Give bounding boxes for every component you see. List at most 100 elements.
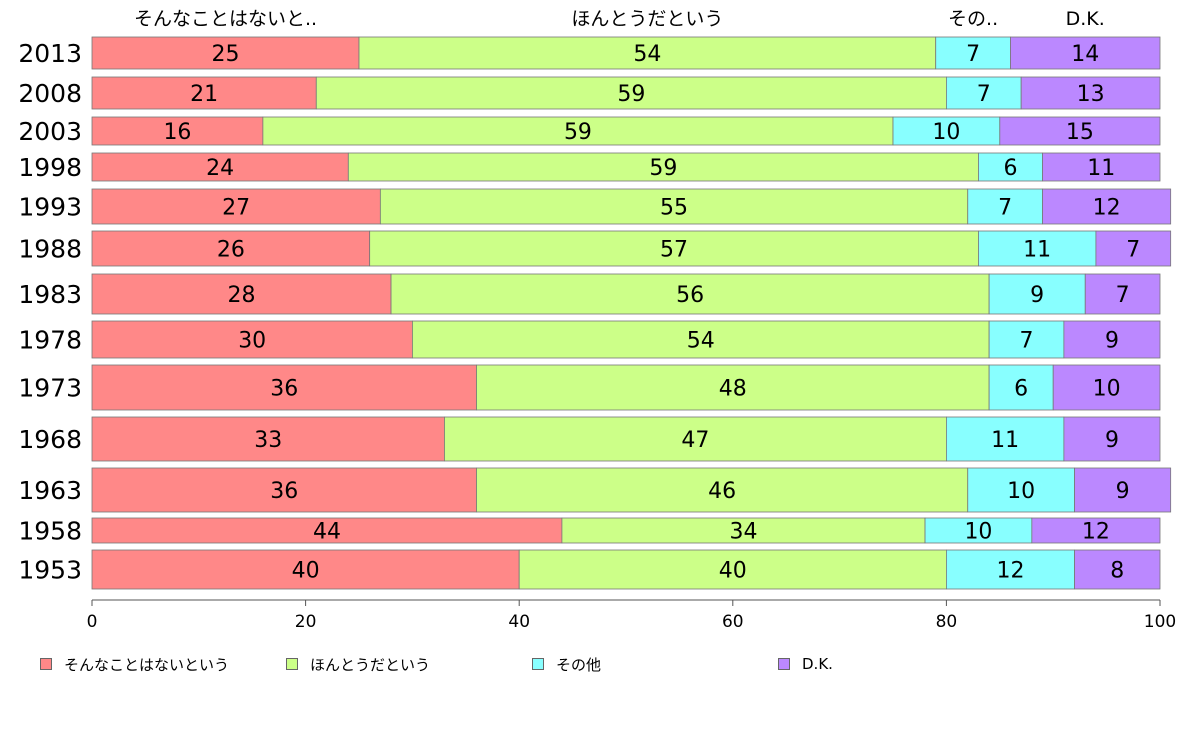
bar-segment [91, 230, 371, 267]
data-label: 40 [292, 559, 320, 584]
bar-segment [91, 152, 349, 182]
bar-segment [262, 116, 894, 146]
bar-segment [1074, 549, 1161, 590]
data-label: 24 [206, 156, 234, 181]
bar-segment [91, 549, 520, 590]
legend-swatch-3 [778, 658, 790, 670]
category-label: 1963 [18, 476, 82, 505]
data-label: 36 [270, 479, 298, 504]
bar-segment [518, 549, 947, 590]
x-tick-label: 20 [295, 612, 317, 632]
bar-segment [91, 273, 392, 315]
bar-segment [1042, 152, 1161, 182]
data-label: 12 [1082, 520, 1110, 545]
bar-segment [1063, 320, 1161, 359]
bar-segment [1063, 416, 1161, 462]
bar-segment [561, 517, 926, 544]
data-label: 28 [228, 283, 256, 308]
bar-segment [967, 467, 1075, 513]
category-label: 1998 [18, 153, 82, 182]
category-label: 1978 [18, 326, 82, 355]
legend-label-3: D.K. [802, 655, 833, 673]
data-label: 6 [1003, 156, 1017, 181]
data-label: 59 [564, 120, 592, 145]
data-label: 11 [991, 428, 1019, 453]
data-label: 14 [1071, 42, 1099, 67]
data-label: 40 [719, 559, 747, 584]
data-label: 26 [217, 238, 245, 263]
bar-segment [91, 467, 477, 513]
x-tick-label: 60 [722, 612, 744, 632]
bar-segment [444, 416, 947, 462]
data-label: 59 [649, 156, 677, 181]
data-label: 8 [1110, 559, 1124, 584]
bar-segment [1031, 517, 1161, 544]
bar-segment [978, 230, 1097, 267]
bar-segment [946, 549, 1075, 590]
data-label: 10 [1093, 377, 1121, 402]
data-label: 11 [1087, 156, 1115, 181]
legend-item-3: D.K. [778, 652, 833, 676]
bar-segment [91, 36, 360, 70]
data-label: 10 [1007, 479, 1035, 504]
category-label: 2003 [18, 117, 82, 146]
category-label: 1988 [18, 235, 82, 264]
bar-segment [988, 320, 1065, 359]
bar-segment [91, 517, 563, 544]
data-label: 9 [1105, 329, 1119, 354]
data-label: 7 [1116, 283, 1130, 308]
bar-segment [91, 76, 317, 110]
bar-segment [924, 517, 1033, 544]
data-label: 36 [270, 377, 298, 402]
bar-segment [1052, 364, 1161, 411]
data-label: 9 [1030, 283, 1044, 308]
series-header: その.. [948, 8, 998, 30]
bar-segment [379, 188, 969, 225]
data-label: 6 [1014, 377, 1028, 402]
bar-segment [1042, 188, 1172, 225]
data-label: 7 [1020, 329, 1034, 354]
bar-segment [91, 416, 445, 462]
bar-segment [988, 273, 1086, 315]
x-tick-label: 80 [936, 612, 958, 632]
category-label: 1983 [18, 280, 82, 309]
data-label: 27 [222, 196, 250, 221]
data-label: 12 [1093, 196, 1121, 221]
bar-segment [347, 152, 979, 182]
bar-segment [476, 467, 969, 513]
x-tick-label: 100 [1144, 612, 1176, 632]
legend-label-2: その他 [556, 655, 602, 674]
x-tick-label: 40 [508, 612, 530, 632]
data-label: 55 [660, 196, 688, 221]
data-label: 57 [660, 238, 688, 263]
legend-swatch-2 [532, 658, 544, 670]
x-tick-label: 0 [87, 612, 98, 632]
data-label: 7 [966, 42, 980, 67]
legend-swatch-1 [286, 658, 298, 670]
data-label: 10 [964, 520, 992, 545]
bar-segment [935, 36, 1011, 70]
data-label: 7 [977, 82, 991, 107]
bar-segment [999, 116, 1161, 146]
bar-segment [476, 364, 990, 411]
data-label: 11 [1023, 238, 1051, 263]
data-label: 46 [708, 479, 736, 504]
legend-label-0: そんなことはないという [64, 655, 230, 674]
bar-segment [1020, 76, 1161, 110]
data-label: 15 [1066, 120, 1094, 145]
bar-segment [946, 416, 1065, 462]
bar-segment [1074, 467, 1172, 513]
data-label: 54 [687, 329, 715, 354]
legend-item-1: ほんとうだという [286, 652, 430, 676]
legend-label-1: ほんとうだという [310, 655, 431, 674]
series-header: ほんとうだという [571, 8, 723, 30]
data-label: 9 [1116, 479, 1130, 504]
data-label: 44 [313, 520, 341, 545]
data-label: 33 [254, 428, 282, 453]
bar-segment [91, 188, 381, 225]
bar-segment [91, 320, 413, 359]
series-header: D.K. [1066, 8, 1105, 30]
category-label: 2013 [18, 39, 82, 68]
data-label: 10 [932, 120, 960, 145]
